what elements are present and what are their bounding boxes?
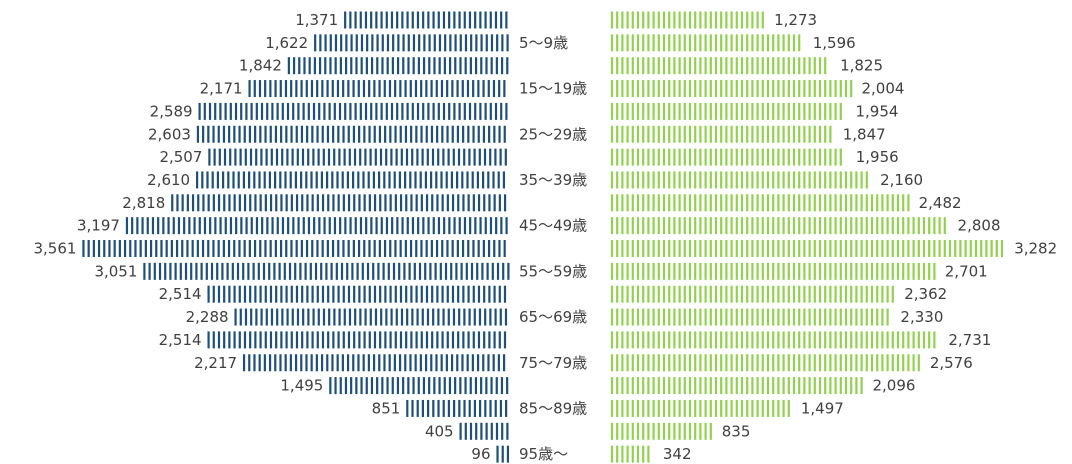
- right-value-label: 2,482: [919, 194, 962, 212]
- left-value-label: 2,288: [186, 308, 229, 326]
- right-bar: [610, 80, 853, 98]
- right-value-label: 1,825: [840, 57, 883, 75]
- right-value-label: 2,576: [930, 354, 973, 372]
- right-bar: [610, 102, 842, 120]
- left-value-label: 2,514: [159, 331, 202, 349]
- age-group-label: 5～9歳: [519, 34, 568, 52]
- right-value-label: 2,096: [872, 377, 915, 395]
- right-value-label: 1,273: [774, 11, 817, 29]
- left-value-label: 2,507: [159, 148, 202, 166]
- right-value-label: 2,701: [945, 262, 988, 280]
- left-value-label: 1,371: [295, 11, 338, 29]
- left-bar: [207, 331, 507, 349]
- age-group-label: 35～39歳: [519, 171, 587, 189]
- age-group-labels: 5～9歳 15～19歳 25～29歳 35～39歳 45～49歳 55～59歳 65～69歳…: [519, 34, 587, 463]
- right-bar: [610, 148, 842, 166]
- left-bar: [314, 34, 509, 52]
- right-bar: [610, 308, 889, 326]
- left-bar: [406, 399, 508, 417]
- right-value-label: 2,362: [904, 285, 947, 303]
- right-value-label: 1,497: [801, 399, 844, 417]
- right-bar: [610, 422, 712, 440]
- left-bar: [171, 194, 507, 212]
- left-bar: [242, 354, 506, 372]
- right-bar: [610, 331, 936, 349]
- left-value-label: 1,842: [239, 57, 282, 75]
- right-value-label: 1,847: [843, 125, 886, 143]
- age-group-label: 25～29歳: [519, 125, 587, 143]
- left-bar: [344, 11, 508, 29]
- left-value-label: 851: [372, 399, 401, 417]
- left-bar: [125, 217, 508, 235]
- left-series-bars: [82, 11, 510, 463]
- left-value-label: 2,217: [194, 354, 237, 372]
- left-bar: [143, 262, 510, 280]
- right-bar: [610, 171, 868, 189]
- left-value-label: 96: [471, 445, 490, 463]
- right-value-label: 2,808: [958, 217, 1001, 235]
- age-group-label: 85～89歳: [519, 399, 587, 417]
- age-group-label: 15～19歳: [519, 80, 587, 98]
- right-value-label: 2,004: [861, 80, 904, 98]
- left-bar: [248, 80, 506, 98]
- right-value-label: 1,954: [856, 102, 899, 120]
- right-bar: [610, 217, 946, 235]
- right-bar: [610, 354, 920, 372]
- right-bar: [610, 34, 801, 52]
- right-value-label: 3,282: [1014, 240, 1057, 258]
- right-bar: [610, 194, 910, 212]
- left-bar: [496, 445, 510, 463]
- left-bar: [207, 285, 507, 303]
- right-bar: [610, 125, 832, 143]
- left-bar: [198, 102, 508, 120]
- right-value-label: 2,731: [948, 331, 991, 349]
- right-bar: [610, 377, 863, 395]
- value-labels: 1,371 1,273 1,622 1,596 1,842 1,825 2,171 2,004…: [34, 11, 1058, 463]
- age-group-label: 55～59歳: [519, 262, 587, 280]
- right-bar: [610, 445, 650, 463]
- right-value-label: 1,956: [856, 148, 899, 166]
- left-bar: [208, 148, 507, 166]
- right-bar: [610, 240, 1004, 257]
- left-value-label: 3,051: [94, 262, 137, 280]
- right-bar: [610, 285, 894, 303]
- right-bar: [610, 262, 936, 280]
- age-group-label: 95歳～: [519, 445, 568, 463]
- right-value-label: 2,160: [880, 171, 923, 189]
- right-value-label: 1,596: [813, 34, 856, 52]
- age-group-label: 75～79歳: [519, 354, 587, 372]
- right-value-label: 835: [722, 422, 751, 440]
- right-bar: [610, 57, 827, 75]
- right-bar: [610, 399, 790, 417]
- left-value-label: 3,561: [34, 240, 77, 258]
- left-value-label: 2,589: [150, 102, 193, 120]
- left-bar: [82, 240, 506, 257]
- left-bar: [329, 377, 509, 395]
- age-group-label: 45～49歳: [519, 217, 587, 235]
- left-bar: [459, 422, 509, 440]
- left-value-label: 2,818: [122, 194, 165, 212]
- left-value-label: 2,171: [200, 80, 243, 98]
- right-bar: [610, 11, 764, 29]
- left-value-label: 2,514: [159, 285, 202, 303]
- left-bar: [234, 308, 508, 326]
- left-value-label: 1,622: [265, 34, 308, 52]
- left-value-label: 1,495: [280, 377, 323, 395]
- left-value-label: 405: [425, 422, 454, 440]
- right-value-label: 342: [663, 445, 692, 463]
- age-group-label: 65～69歳: [519, 308, 587, 326]
- left-value-label: 3,197: [77, 217, 120, 235]
- left-value-label: 2,603: [148, 125, 191, 143]
- left-value-label: 2,610: [147, 171, 190, 189]
- right-value-label: 2,330: [900, 308, 943, 326]
- left-bar: [196, 125, 506, 143]
- left-bar: [196, 171, 506, 189]
- left-bar: [287, 57, 509, 75]
- right-series-bars: [610, 11, 1004, 463]
